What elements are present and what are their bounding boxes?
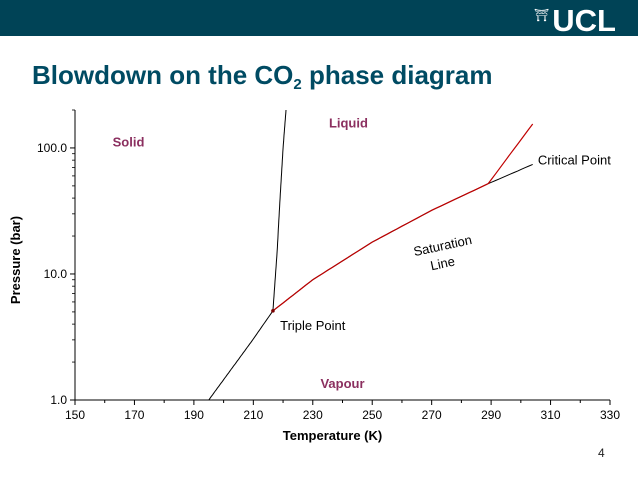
annotation-vapour: Vapour	[320, 376, 364, 391]
slide-number: 4	[598, 446, 605, 460]
x-tick-label: 170	[124, 408, 144, 422]
series-line-saturation-red	[272, 183, 489, 312]
x-tick-label: 210	[243, 408, 263, 422]
x-tick-label: 310	[541, 408, 561, 422]
y-tick-label: 100.0	[37, 141, 67, 155]
y-tick-label: 1.0	[50, 393, 67, 407]
annotation-triple-point: Triple Point	[280, 318, 346, 333]
title-subscript: 2	[293, 76, 302, 93]
x-tick-label: 230	[303, 408, 323, 422]
ucl-logo-text: UCL	[552, 3, 616, 38]
header-bar: ⛩ UCL	[0, 0, 638, 36]
series-line-sublimation	[208, 310, 274, 401]
series-line-melting	[272, 109, 287, 311]
title-tail: phase diagram	[301, 60, 493, 90]
x-tick-label: 150	[65, 408, 85, 422]
annotation-line: Line	[429, 253, 456, 273]
ucl-dome-icon: ⛩	[534, 8, 550, 22]
x-tick-label: 270	[422, 408, 442, 422]
x-tick-label: 290	[481, 408, 501, 422]
y-tick-label: 10.0	[44, 267, 68, 281]
ucl-logo: ⛩ UCL	[534, 3, 616, 38]
title-main: Blowdown on the CO	[32, 60, 294, 90]
series-line-saturation-black	[272, 163, 533, 312]
x-tick-label: 250	[362, 408, 382, 422]
annotation-critical-point: Critical Point	[538, 152, 611, 167]
x-axis-label: Temperature (K)	[283, 428, 382, 443]
triple-point-marker	[271, 309, 275, 313]
x-tick-label: 190	[184, 408, 204, 422]
slide-title: Blowdown on the CO2 phase diagram	[32, 60, 493, 93]
annotation-solid: Solid	[113, 134, 145, 149]
x-tick-label: 330	[600, 408, 620, 422]
y-axis-label: Pressure (bar)	[8, 216, 23, 304]
series-line-blowdown-red	[487, 123, 534, 185]
annotation-liquid: Liquid	[329, 116, 368, 131]
